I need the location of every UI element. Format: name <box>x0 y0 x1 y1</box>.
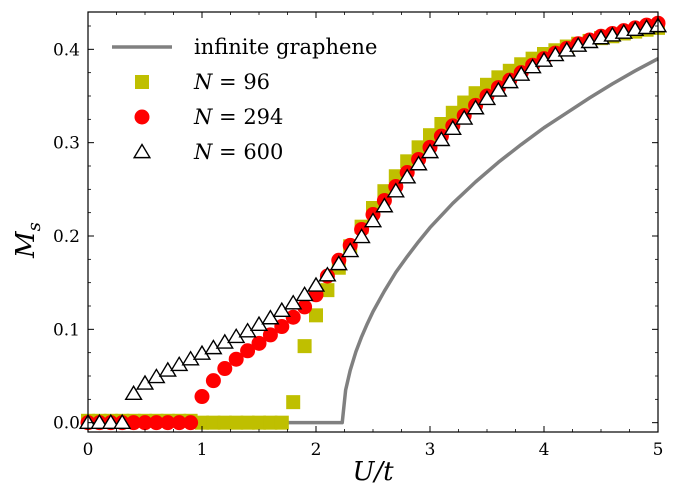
data-point <box>284 294 303 310</box>
legend-entry: N = 294 <box>134 105 283 129</box>
data-point <box>512 65 531 81</box>
data-point <box>318 266 337 282</box>
data-point <box>217 361 233 377</box>
y-axis-title: Ms <box>11 222 45 259</box>
data-point <box>228 351 244 367</box>
x-tick-label: 3 <box>425 440 436 460</box>
x-tick-label: 2 <box>311 440 322 460</box>
data-point <box>306 276 326 292</box>
data-point <box>295 285 314 302</box>
data-point <box>445 105 460 120</box>
data-point <box>171 415 187 431</box>
data-point <box>398 168 417 184</box>
data-point <box>205 373 221 389</box>
ticks-layer: 0 1 2 3 4 5 0.0 0.1 0.2 0.3 0.4 <box>53 12 663 460</box>
data-point <box>261 309 280 325</box>
legend-swatch-triangle <box>132 143 152 159</box>
data-point <box>320 283 335 298</box>
data-point <box>352 228 371 244</box>
data-point <box>423 128 437 143</box>
y-tick-label: 0.4 <box>53 40 80 60</box>
x-tick-label: 0 <box>83 440 94 460</box>
marker-layer <box>78 15 668 431</box>
data-point <box>183 415 199 431</box>
data-point <box>262 327 278 343</box>
x-tick-label: 4 <box>539 440 550 460</box>
line-layer <box>88 57 659 425</box>
data-point <box>286 395 301 410</box>
data-point <box>297 299 313 315</box>
data-point <box>434 117 449 131</box>
x-tick-label: 1 <box>197 440 208 460</box>
data-point <box>363 212 383 228</box>
data-point <box>126 415 142 431</box>
data-point <box>240 415 255 430</box>
data-point <box>101 413 120 429</box>
data-point <box>274 415 289 430</box>
legend-swatch-circle <box>134 109 150 125</box>
data-point <box>251 335 267 351</box>
data-point <box>90 413 109 429</box>
data-point <box>420 143 440 159</box>
data-point <box>113 413 132 429</box>
x-axis-title: U/t <box>352 457 394 487</box>
legend-label: infinite graphene <box>194 35 377 59</box>
data-point <box>432 131 451 147</box>
data-point <box>411 140 426 155</box>
series-line-infinite-graphene <box>88 57 659 425</box>
data-point <box>388 169 403 184</box>
legend-label: N = 600 <box>193 140 283 164</box>
data-point <box>252 415 266 430</box>
data-point <box>489 81 508 97</box>
legend-label: N = 294 <box>193 105 283 129</box>
y-tick-label: 0.2 <box>53 227 80 247</box>
legend-swatch-square <box>135 75 149 89</box>
x-tick-label: 5 <box>653 440 664 460</box>
data-point <box>375 197 394 213</box>
data-point <box>272 301 291 317</box>
legend-label: N = 96 <box>193 70 270 94</box>
data-point <box>195 415 209 430</box>
legend-entry: N = 96 <box>135 70 270 94</box>
data-point <box>491 70 506 85</box>
data-point <box>455 109 474 125</box>
data-point <box>137 415 153 431</box>
data-point <box>229 415 244 430</box>
data-point <box>285 309 301 325</box>
y-tick-label: 0.3 <box>53 134 80 154</box>
data-point <box>160 415 176 431</box>
data-point <box>148 415 164 431</box>
data-point <box>443 119 462 135</box>
data-point <box>466 99 485 115</box>
data-point <box>500 73 519 89</box>
data-point <box>400 154 415 169</box>
data-point <box>468 86 483 101</box>
data-point <box>480 77 494 92</box>
legend-entry: N = 600 <box>132 140 283 164</box>
y-tick-label: 0.1 <box>53 320 80 340</box>
data-point <box>477 89 497 106</box>
legend: infinite graphene N = 96 N = 294 N = 600 <box>112 35 377 164</box>
data-point <box>386 182 405 198</box>
series-triangle <box>78 17 668 429</box>
data-point <box>240 343 256 359</box>
legend-entry: infinite graphene <box>112 35 377 59</box>
data-point <box>457 95 472 110</box>
data-point <box>263 415 278 430</box>
data-point <box>341 242 360 258</box>
y-tick-label: 0.0 <box>53 414 80 434</box>
data-point <box>194 389 210 405</box>
data-point <box>124 384 143 401</box>
data-point <box>409 155 428 171</box>
data-point <box>329 255 348 271</box>
data-point <box>309 308 323 323</box>
data-point <box>217 415 232 430</box>
data-point <box>297 339 312 354</box>
data-point <box>206 415 221 430</box>
